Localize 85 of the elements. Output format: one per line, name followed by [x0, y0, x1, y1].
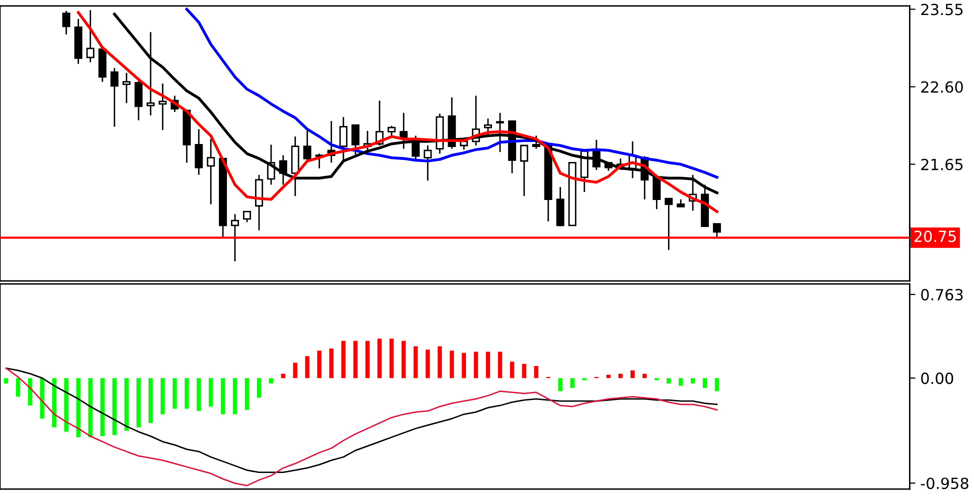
- bar: [317, 350, 322, 378]
- bar: [486, 352, 490, 378]
- candlestick: [146, 31, 155, 116]
- bar: [389, 338, 394, 378]
- bar: [702, 378, 707, 388]
- bar: [220, 378, 226, 414]
- bar: [244, 378, 250, 410]
- y-tick-label: 0.00: [921, 372, 954, 384]
- bar: [474, 352, 478, 378]
- candlestick: [62, 10, 70, 36]
- bar: [208, 378, 213, 407]
- candlestick: [484, 118, 492, 136]
- bar: [365, 340, 370, 378]
- bar: [498, 352, 502, 378]
- candlestick: [424, 144, 432, 182]
- bar: [232, 378, 238, 414]
- bar: [450, 350, 454, 378]
- candlestick: [339, 116, 348, 162]
- candlestick: [712, 223, 721, 238]
- bar: [148, 378, 153, 424]
- bar: [112, 378, 117, 436]
- bar: [160, 378, 165, 414]
- y-tick-label: 21.65: [921, 158, 963, 170]
- y-tick-label: 0.763: [921, 288, 963, 300]
- bar: [305, 356, 310, 378]
- bar: [630, 370, 635, 378]
- candlestick: [206, 138, 215, 205]
- bar: [534, 366, 538, 378]
- bar: [329, 348, 334, 378]
- bar: [16, 378, 20, 397]
- y-tick-label: 22.60: [921, 81, 963, 93]
- candlestick: [400, 112, 408, 150]
- bar: [438, 346, 442, 378]
- bar: [402, 340, 406, 378]
- candlestick: [158, 82, 167, 131]
- bar: [293, 362, 298, 378]
- candlestick: [520, 144, 528, 197]
- bar: [558, 378, 562, 392]
- bar: [714, 378, 720, 392]
- bar: [76, 378, 80, 438]
- bar: [618, 374, 623, 378]
- bar: [690, 378, 695, 384]
- bar: [184, 378, 189, 409]
- bar: [353, 340, 358, 378]
- bar: [64, 378, 68, 432]
- y-tick-label: -0.958: [920, 478, 968, 490]
- y-tick-label: 23.55: [921, 4, 963, 16]
- bar: [172, 378, 177, 409]
- candlestick: [303, 130, 312, 162]
- candlestick: [230, 213, 239, 262]
- candlestick: [122, 72, 131, 104]
- bar: [642, 374, 647, 378]
- candlestick: [496, 112, 504, 153]
- bar: [414, 346, 418, 378]
- candlestick: [243, 210, 252, 223]
- bar: [269, 378, 274, 384]
- bar: [40, 378, 44, 419]
- candlestick: [86, 9, 94, 63]
- line-series: [185, 8, 718, 179]
- bar: [136, 378, 141, 428]
- line-series: [76, 11, 718, 213]
- bar: [510, 362, 514, 378]
- bar: [124, 378, 129, 431]
- bar: [281, 374, 286, 378]
- bar: [377, 338, 382, 378]
- bar: [196, 378, 201, 411]
- bar: [88, 378, 92, 438]
- bar: [522, 364, 526, 378]
- candlestick: [664, 198, 673, 251]
- bar: [341, 340, 346, 378]
- bar: [4, 378, 8, 384]
- ref-line-label: 20.75: [914, 230, 956, 242]
- candlestick: [532, 135, 540, 150]
- candlestick: [194, 128, 203, 176]
- candlestick: [110, 67, 118, 128]
- candlestick: [134, 80, 143, 121]
- candlestick: [351, 124, 360, 156]
- bar: [570, 378, 574, 388]
- bar: [678, 378, 683, 386]
- bar: [256, 378, 262, 398]
- bar: [666, 378, 671, 384]
- bar: [462, 352, 466, 378]
- bar: [52, 378, 56, 428]
- bar: [426, 350, 430, 378]
- bar: [100, 378, 105, 436]
